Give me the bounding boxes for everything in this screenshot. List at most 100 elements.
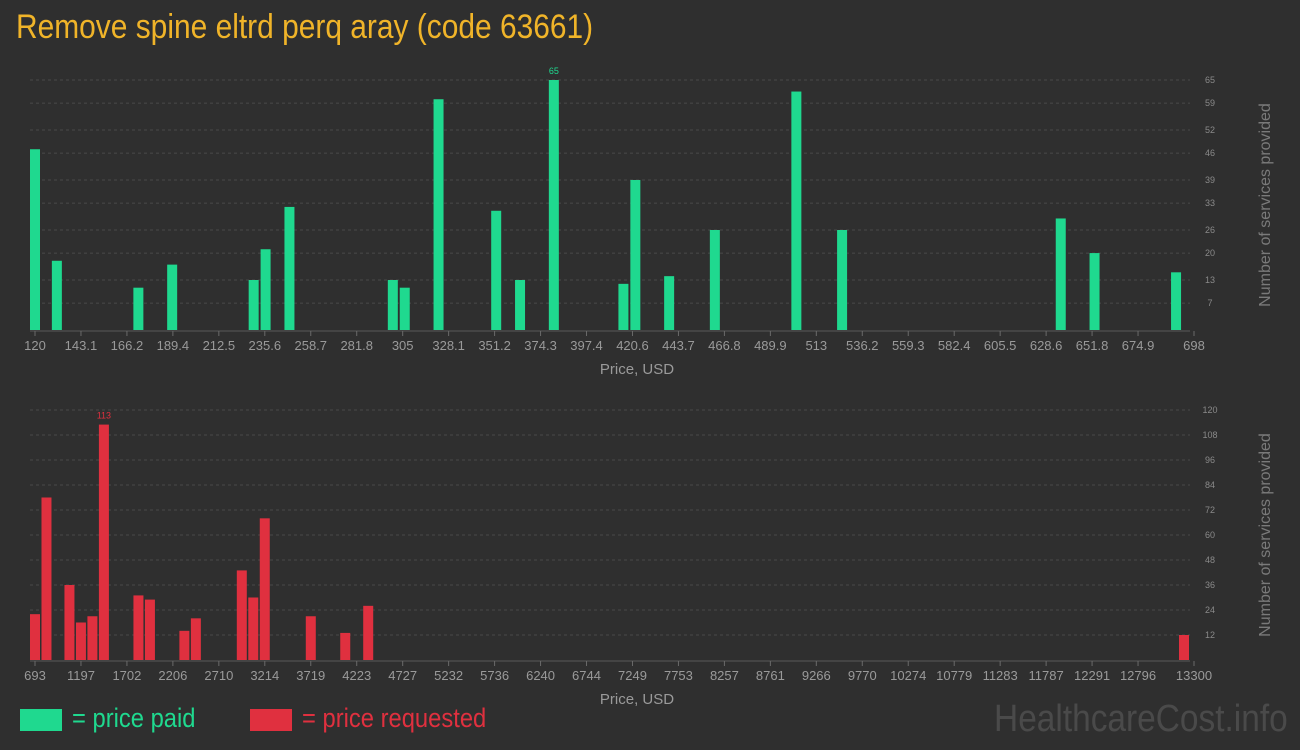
legend-swatch-requested xyxy=(250,709,292,731)
bar xyxy=(167,264,178,330)
y-tick-label: 7 xyxy=(1207,298,1212,308)
legend-label-paid: = price paid xyxy=(72,703,196,733)
y-tick-label: 96 xyxy=(1205,455,1215,465)
bar xyxy=(491,210,502,330)
bar xyxy=(548,80,559,330)
bar xyxy=(30,149,40,330)
x-tick-label: 235.6 xyxy=(249,338,282,353)
x-tick-label: 143.1 xyxy=(65,338,98,353)
x-tick-label: 582.4 xyxy=(938,338,971,353)
x-tick-label: 674.9 xyxy=(1122,338,1155,353)
x-tick-label: 605.5 xyxy=(984,338,1017,353)
y-tick-label: 24 xyxy=(1205,605,1215,615)
y-tick-label: 120 xyxy=(1202,405,1217,415)
x-tick-label: 7753 xyxy=(664,668,693,683)
x-tick-label: 12796 xyxy=(1120,668,1156,683)
x-tick-label: 9266 xyxy=(802,668,831,683)
bar xyxy=(399,287,410,330)
bar xyxy=(30,614,40,660)
peak-value-label: 65 xyxy=(549,66,559,76)
x-tick-label: 351.2 xyxy=(478,338,511,353)
x-tick-label: 13300 xyxy=(1176,668,1212,683)
bar xyxy=(387,280,398,330)
bar xyxy=(248,280,259,330)
x-tick-label: 258.7 xyxy=(294,338,327,353)
x-tick-label: 11787 xyxy=(1029,668,1064,683)
x-tick-label: 1702 xyxy=(112,668,141,683)
peak-value-label: 113 xyxy=(97,411,111,421)
y-tick-label: 36 xyxy=(1205,580,1215,590)
x-tick-label: 4223 xyxy=(342,668,371,683)
y-tick-label: 20 xyxy=(1205,248,1215,258)
y-tick-label: 46 xyxy=(1205,148,1215,158)
x-tick-label: 1197 xyxy=(67,668,95,683)
x-tick-label: 536.2 xyxy=(846,338,879,353)
bar xyxy=(305,616,316,660)
x-tick-label: 4727 xyxy=(388,668,417,683)
bar xyxy=(837,230,848,330)
y-tick-label: 60 xyxy=(1205,530,1215,540)
y-tick-label: 52 xyxy=(1205,125,1215,135)
watermark-text: HealthcareCost.info xyxy=(994,698,1288,740)
x-tick-label: 397.4 xyxy=(570,338,603,353)
y-tick-label: 33 xyxy=(1205,198,1215,208)
bar xyxy=(791,91,802,331)
y-tick-label: 84 xyxy=(1205,480,1215,490)
x-tick-label: 3719 xyxy=(296,668,325,683)
x-tick-label: 2206 xyxy=(158,668,187,683)
bar xyxy=(87,616,98,660)
x-tick-label: 7249 xyxy=(618,668,647,683)
x-axis-label: Price, USD xyxy=(600,361,674,378)
bar xyxy=(709,230,720,330)
x-tick-label: 513 xyxy=(805,338,827,353)
x-tick-label: 166.2 xyxy=(111,338,144,353)
bar xyxy=(618,283,629,330)
x-tick-label: 6744 xyxy=(572,668,601,683)
bar xyxy=(144,599,155,660)
bar xyxy=(133,595,144,660)
x-tick-label: 120 xyxy=(24,338,46,353)
x-tick-label: 489.9 xyxy=(754,338,787,353)
y-tick-label: 72 xyxy=(1205,505,1215,515)
x-tick-label: 559.3 xyxy=(892,338,925,353)
y-axis-label: Number of services provided xyxy=(1257,103,1274,307)
x-tick-label: 189.4 xyxy=(157,338,190,353)
x-tick-label: 9770 xyxy=(848,668,877,683)
bar xyxy=(630,180,641,330)
x-tick-label: 6240 xyxy=(526,668,555,683)
y-tick-label: 108 xyxy=(1202,430,1217,440)
y-tick-label: 26 xyxy=(1205,225,1215,235)
bar xyxy=(1179,635,1189,660)
bar xyxy=(98,424,109,660)
bar xyxy=(260,249,271,330)
x-tick-label: 8257 xyxy=(710,668,739,683)
x-tick-label: 328.1 xyxy=(432,338,465,353)
x-axis-label: Price, USD xyxy=(600,691,674,708)
x-tick-label: 466.8 xyxy=(708,338,741,353)
x-tick-label: 693 xyxy=(24,668,46,683)
x-tick-label: 651.8 xyxy=(1076,338,1109,353)
chart-title: Remove spine eltrd perq aray (code 63661… xyxy=(16,8,594,46)
bar xyxy=(179,630,190,660)
bar xyxy=(515,280,526,330)
bar xyxy=(64,585,75,660)
x-tick-label: 628.6 xyxy=(1030,338,1063,353)
bar xyxy=(133,287,144,330)
x-tick-label: 305 xyxy=(392,338,414,353)
x-tick-label: 420.6 xyxy=(616,338,649,353)
x-tick-label: 12291 xyxy=(1074,668,1110,683)
x-tick-label: 2710 xyxy=(204,668,233,683)
bar xyxy=(41,497,52,660)
bar xyxy=(363,605,374,660)
x-tick-label: 10274 xyxy=(890,668,926,683)
bar xyxy=(1089,253,1100,330)
x-tick-label: 281.8 xyxy=(340,338,373,353)
x-tick-label: 10779 xyxy=(936,668,972,683)
bar xyxy=(236,570,247,660)
bar xyxy=(284,206,295,330)
bar xyxy=(664,276,675,330)
bar xyxy=(259,518,270,660)
x-tick-label: 698 xyxy=(1183,338,1205,353)
x-tick-label: 212.5 xyxy=(203,338,236,353)
